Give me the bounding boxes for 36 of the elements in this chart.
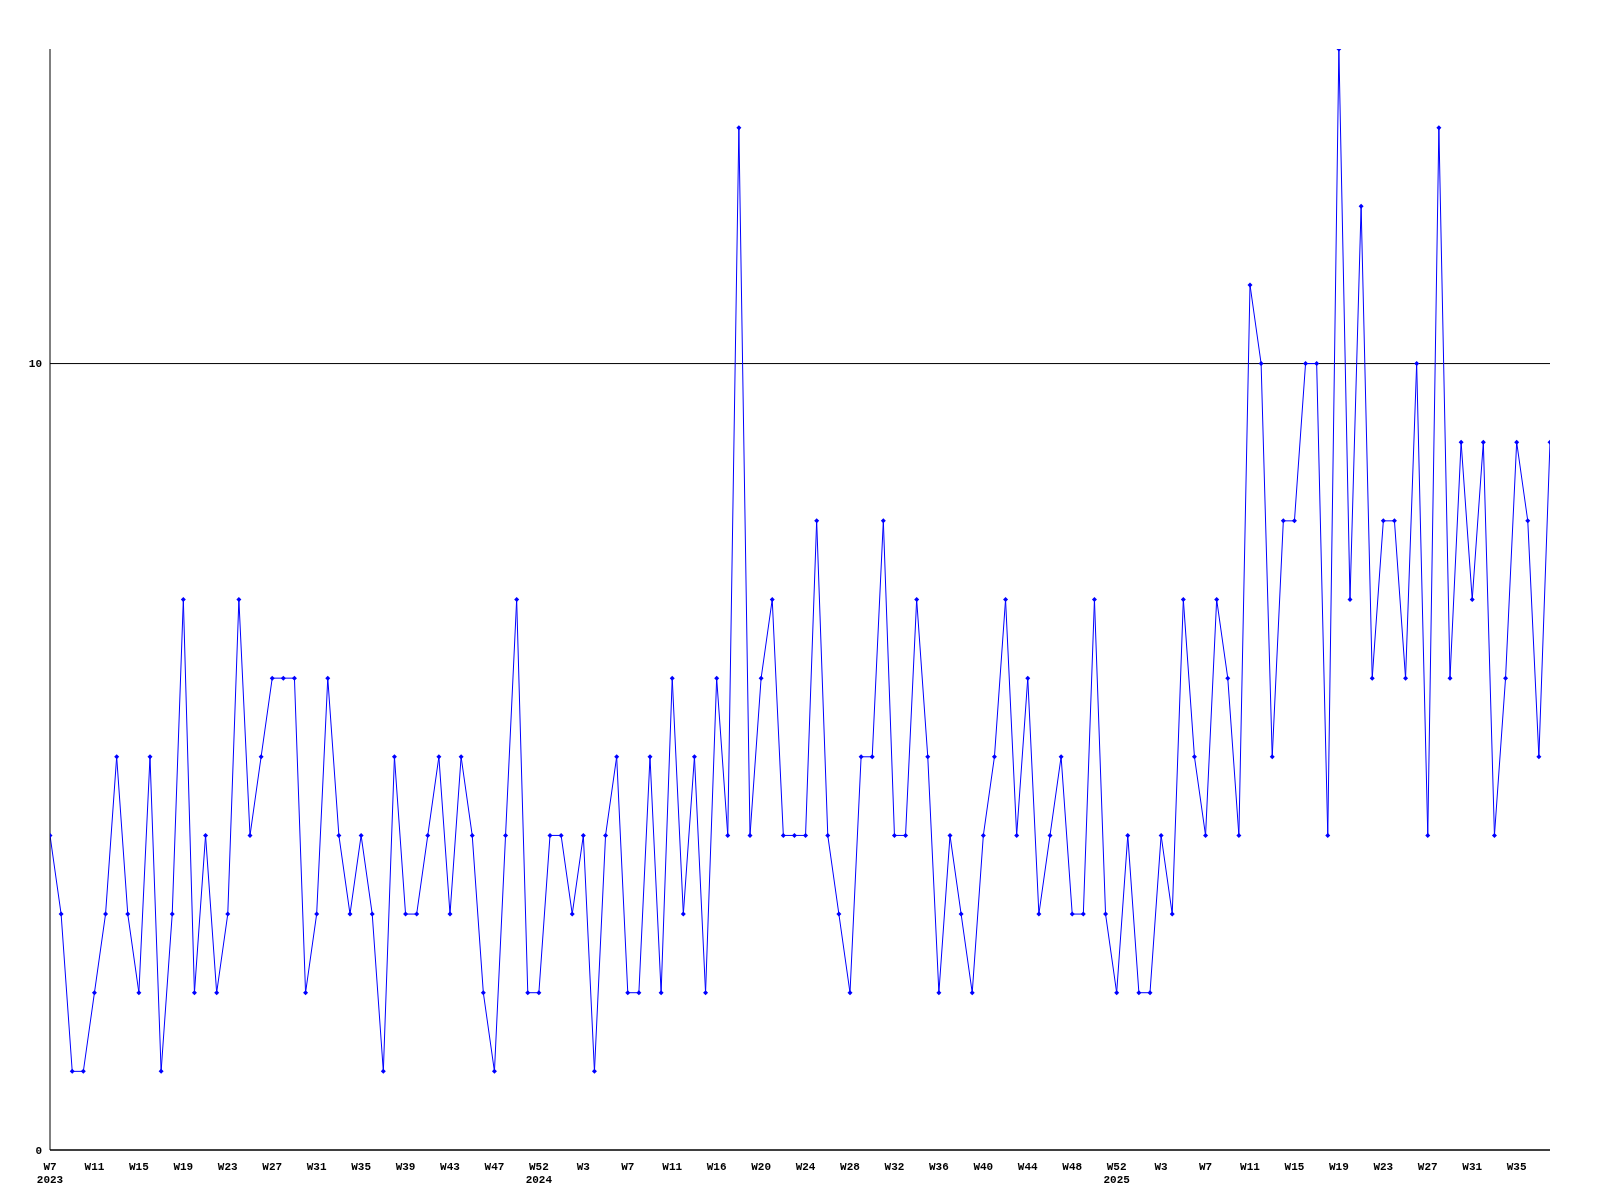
x-tick-label: W20 — [751, 1161, 772, 1173]
x-tick-label: W31 — [306, 1161, 327, 1173]
x-tick-label: W15 — [1284, 1161, 1305, 1173]
x-tick-label: W3 — [1154, 1161, 1169, 1173]
x-tick-label: W15 — [128, 1161, 150, 1173]
x-tick-label: W35 — [1506, 1161, 1527, 1173]
x-tick-label: W47 — [484, 1161, 505, 1173]
x-tick-label: W7 — [621, 1161, 635, 1173]
x-tick-label: W32 — [884, 1161, 905, 1173]
x-tick-label: W23 — [217, 1161, 239, 1173]
y-tick-label: 10 — [28, 358, 42, 371]
x-tick-label: W7 2023 — [36, 1161, 64, 1186]
x-tick-label: W7 — [1198, 1161, 1213, 1173]
x-tick-label: W3 — [576, 1161, 591, 1173]
x-tick-label: W19 — [173, 1161, 194, 1173]
x-tick-label: W11 — [1240, 1161, 1261, 1173]
x-tick-label: W35 — [351, 1161, 372, 1173]
x-tick-label: W52 2024 — [525, 1161, 553, 1186]
x-tick-label: W28 — [840, 1161, 861, 1173]
x-tick-label: W27 — [262, 1161, 283, 1173]
x-tick-label: W16 — [706, 1161, 727, 1173]
x-tick-label: W52 2025 — [1103, 1161, 1131, 1186]
x-tick-label: W39 — [395, 1161, 416, 1173]
x-tick-label: W31 — [1462, 1161, 1483, 1173]
x-tick-label: W48 — [1062, 1161, 1083, 1173]
x-tick-label: W40 — [973, 1161, 994, 1173]
x-tick-label: W23 — [1373, 1161, 1394, 1173]
x-tick-label: W36 — [928, 1161, 949, 1173]
x-tick-label: W24 — [795, 1161, 816, 1173]
x-tick-label: W43 — [440, 1161, 461, 1173]
x-tick-label: W27 — [1417, 1161, 1438, 1173]
y-tick-label: 0 — [35, 1144, 42, 1157]
x-tick-label: W44 — [1017, 1161, 1039, 1173]
x-tick-label: W11 — [84, 1161, 105, 1173]
x-tick-label: W11 — [662, 1161, 683, 1173]
x-tick-label: W19 — [1328, 1161, 1349, 1173]
